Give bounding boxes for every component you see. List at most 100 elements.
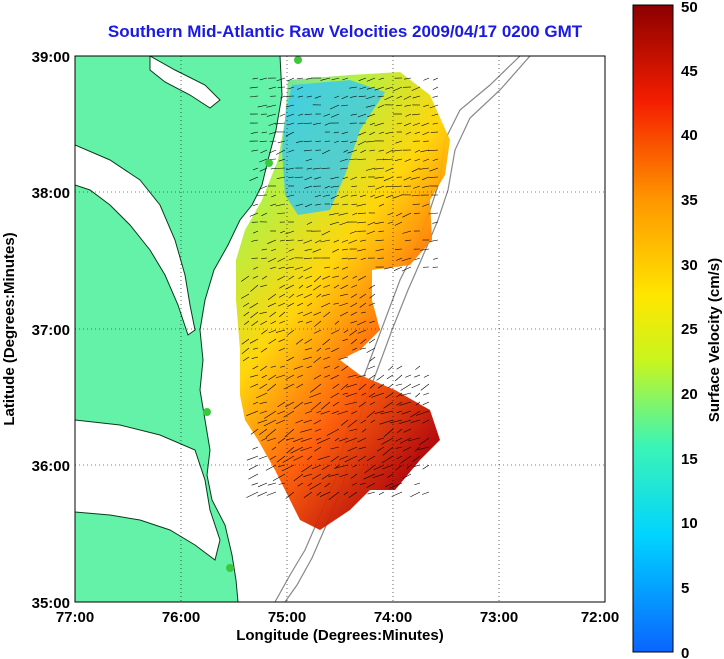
velocity-vector bbox=[324, 122, 331, 126]
velocity-vector bbox=[303, 356, 313, 360]
velocity-vector bbox=[305, 203, 313, 208]
velocity-vector bbox=[310, 383, 322, 393]
velocity-vector bbox=[359, 86, 367, 90]
velocity-vector bbox=[287, 77, 295, 82]
station-marker bbox=[226, 564, 234, 572]
velocity-vector bbox=[429, 176, 439, 178]
velocity-vector bbox=[357, 221, 367, 224]
velocity-vector bbox=[303, 491, 313, 498]
velocity-vector bbox=[350, 95, 358, 98]
velocity-vector bbox=[252, 275, 259, 279]
velocity-vector bbox=[252, 347, 259, 350]
velocity-vector bbox=[352, 347, 358, 351]
velocity-vector bbox=[374, 167, 385, 170]
velocity-vector bbox=[298, 275, 304, 280]
velocity-vector bbox=[304, 347, 313, 351]
y-tick-label: 37:00 bbox=[32, 322, 70, 339]
velocity-vector bbox=[399, 437, 412, 444]
velocity-vector bbox=[381, 455, 394, 464]
velocity-vector bbox=[333, 302, 340, 305]
velocity-vector bbox=[324, 374, 331, 378]
velocity-vector bbox=[277, 401, 286, 408]
velocity-vector bbox=[352, 464, 358, 468]
velocity-vector bbox=[306, 284, 313, 289]
velocity-vector bbox=[307, 455, 313, 461]
velocity-vector bbox=[297, 302, 304, 307]
colorbar-tick-label: 50 bbox=[681, 0, 698, 16]
velocity-vector bbox=[288, 275, 295, 280]
velocity-vector bbox=[257, 419, 268, 424]
plot-frame bbox=[74, 55, 606, 603]
velocity-vector bbox=[330, 455, 340, 462]
velocity-vector bbox=[339, 158, 349, 162]
velocity-vector bbox=[287, 194, 295, 197]
velocity-vector bbox=[250, 428, 259, 435]
velocity-vector bbox=[342, 248, 349, 251]
velocity-vector bbox=[333, 266, 340, 270]
velocity-vector bbox=[285, 374, 295, 380]
velocity-vector bbox=[415, 392, 421, 398]
velocity-vector bbox=[297, 239, 304, 242]
velocity-vector bbox=[339, 293, 349, 297]
velocity-vector bbox=[282, 455, 295, 463]
velocity-vector bbox=[324, 266, 331, 269]
velocity-vector bbox=[333, 284, 340, 289]
velocity-vector bbox=[315, 437, 322, 441]
velocity-vector bbox=[423, 374, 430, 378]
velocity-vector bbox=[361, 176, 367, 179]
velocity-vector bbox=[342, 77, 349, 81]
velocity-vector bbox=[366, 77, 376, 82]
velocity-vector bbox=[333, 239, 340, 243]
velocity-vector bbox=[374, 194, 385, 199]
velocity-vector bbox=[280, 239, 286, 242]
velocity-vector bbox=[306, 365, 313, 369]
velocity-vector bbox=[377, 95, 385, 98]
velocity-vector bbox=[356, 374, 367, 378]
y-tick-label: 35:00 bbox=[32, 595, 70, 612]
velocity-vector bbox=[395, 464, 403, 471]
velocity-vector bbox=[277, 257, 286, 262]
velocity-vector bbox=[244, 320, 250, 325]
velocity-vector bbox=[341, 365, 349, 371]
velocity-vector bbox=[411, 383, 421, 389]
velocity-vector bbox=[250, 284, 259, 292]
velocity-vector bbox=[407, 437, 421, 442]
velocity-vector bbox=[331, 347, 340, 353]
velocity-vector bbox=[349, 329, 358, 336]
velocity-vector bbox=[352, 212, 358, 216]
velocity-vector bbox=[400, 383, 412, 391]
velocity-vector bbox=[259, 311, 268, 314]
velocity-vector bbox=[248, 464, 259, 471]
velocity-vector bbox=[307, 302, 313, 307]
velocity-vector bbox=[288, 86, 295, 90]
velocity-vector bbox=[326, 428, 340, 436]
velocity-vector bbox=[296, 293, 304, 297]
velocity-vector bbox=[366, 455, 376, 461]
velocity-vector bbox=[340, 167, 349, 170]
velocity-vector bbox=[246, 491, 259, 498]
velocity-vector bbox=[303, 266, 313, 272]
velocity-vector bbox=[414, 374, 421, 378]
velocity-vector bbox=[328, 491, 340, 500]
velocity-vector bbox=[278, 482, 286, 485]
velocity-vector bbox=[398, 419, 412, 424]
velocity-vector bbox=[339, 455, 349, 460]
velocity-vector bbox=[285, 401, 295, 408]
velocity-vector bbox=[300, 437, 313, 442]
velocity-vector bbox=[292, 437, 304, 443]
velocity-vector bbox=[375, 248, 385, 252]
velocity-vector bbox=[342, 392, 349, 395]
velocity-vector bbox=[285, 491, 295, 499]
velocity-vector bbox=[250, 374, 259, 378]
velocity-vector bbox=[384, 95, 394, 101]
velocity-vector bbox=[309, 392, 322, 398]
velocity-vector bbox=[246, 410, 259, 416]
velocity-vector bbox=[383, 158, 394, 161]
velocity-vector bbox=[358, 95, 367, 97]
velocity-vector bbox=[402, 212, 412, 218]
velocity-vector bbox=[316, 347, 322, 352]
velocity-vector bbox=[334, 140, 340, 143]
velocity-vector bbox=[402, 230, 412, 234]
velocity-vector bbox=[270, 203, 277, 206]
velocity-vector bbox=[259, 428, 268, 436]
